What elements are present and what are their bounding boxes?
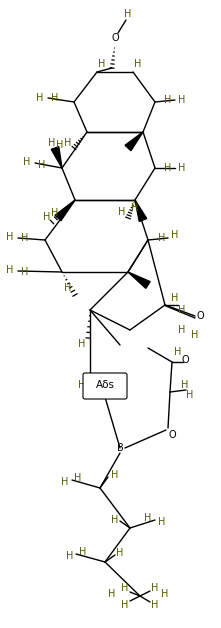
Text: H: H	[178, 305, 186, 315]
Text: H: H	[56, 140, 64, 150]
Text: H: H	[79, 547, 87, 557]
Text: H: H	[121, 583, 129, 593]
Polygon shape	[51, 147, 62, 168]
Text: H: H	[164, 163, 172, 173]
Text: H: H	[66, 551, 74, 561]
Text: H: H	[171, 293, 179, 303]
Polygon shape	[55, 200, 75, 221]
Text: H: H	[23, 157, 31, 167]
Text: H: H	[131, 203, 139, 213]
Text: H: H	[144, 513, 152, 523]
Text: H: H	[48, 138, 56, 148]
Polygon shape	[125, 132, 143, 151]
Text: H: H	[21, 267, 29, 277]
Text: H: H	[111, 515, 119, 525]
Text: H: H	[151, 600, 159, 610]
Text: H: H	[74, 473, 82, 483]
Text: H: H	[116, 548, 124, 558]
Text: H: H	[61, 477, 69, 487]
Text: H: H	[98, 59, 106, 69]
Text: H: H	[151, 583, 159, 593]
Text: H: H	[158, 517, 166, 527]
Text: H: H	[21, 233, 29, 243]
Text: H: H	[111, 470, 119, 480]
Text: H: H	[186, 390, 194, 400]
Text: O: O	[111, 33, 119, 43]
Text: H: H	[51, 93, 59, 103]
Text: H: H	[134, 59, 142, 69]
Text: H: H	[174, 347, 182, 357]
Text: H: H	[78, 339, 86, 349]
Text: H: H	[118, 207, 126, 217]
Text: H: H	[178, 163, 186, 173]
Text: H: H	[64, 283, 72, 293]
Text: H: H	[64, 138, 72, 148]
Text: H: H	[51, 208, 59, 218]
Text: H: H	[36, 93, 44, 103]
Text: H: H	[78, 380, 86, 390]
Text: H: H	[124, 9, 132, 19]
Text: H: H	[164, 95, 172, 105]
Text: H: H	[108, 589, 116, 599]
Text: H: H	[191, 330, 199, 340]
Text: H: H	[178, 95, 186, 105]
Polygon shape	[135, 200, 147, 222]
Text: H: H	[38, 160, 46, 170]
Text: O: O	[196, 311, 204, 321]
Text: H: H	[6, 232, 14, 242]
Text: Aδs: Aδs	[95, 380, 114, 390]
Text: H: H	[178, 325, 186, 335]
Text: H: H	[6, 265, 14, 275]
Text: H: H	[158, 233, 166, 243]
Text: H: H	[181, 380, 189, 390]
Text: H: H	[161, 589, 169, 599]
FancyBboxPatch shape	[83, 373, 127, 399]
Text: H: H	[43, 212, 51, 222]
Text: B: B	[117, 443, 123, 453]
Text: O: O	[181, 355, 189, 365]
Text: O: O	[168, 430, 176, 440]
Text: H: H	[171, 230, 179, 240]
Text: H: H	[121, 600, 129, 610]
Polygon shape	[128, 272, 150, 288]
